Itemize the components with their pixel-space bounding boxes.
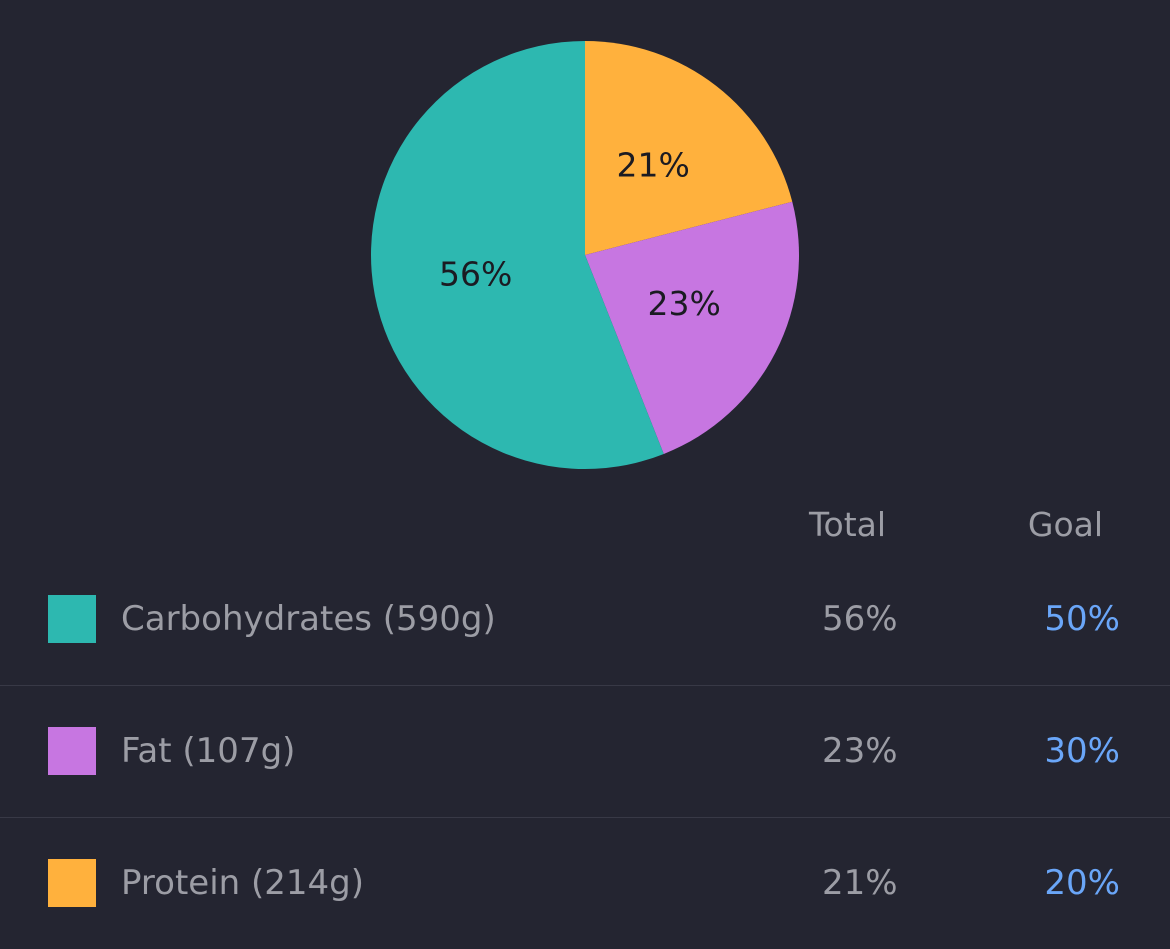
carbohydrates-color-swatch: [48, 595, 96, 643]
goal-column-header: Goal: [1027, 505, 1104, 544]
total-column-header: Total: [808, 505, 887, 544]
macro-goal-percent[interactable]: 30%: [1044, 731, 1120, 771]
macro-total-percent: 23%: [822, 731, 898, 771]
macro-total-percent: 56%: [822, 599, 898, 639]
pie-slice-fat[interactable]: [585, 201, 799, 454]
macro-name: Fat (107g): [121, 731, 296, 771]
macro-pie-chart: 21% 23% 56%: [371, 41, 799, 469]
macro-total-percent: 21%: [822, 863, 898, 903]
macro-row-protein[interactable]: Protein (214g) 21% 20%: [0, 817, 1170, 949]
macro-name: Protein (214g): [121, 863, 364, 903]
pie-slice-carbohydrates[interactable]: [371, 41, 664, 469]
macro-row-carbohydrates[interactable]: Carbohydrates (590g) 56% 50%: [0, 553, 1170, 686]
pie-slice-label: 21%: [617, 146, 690, 185]
macro-name: Carbohydrates (590g): [121, 599, 496, 639]
macro-goal-percent[interactable]: 20%: [1044, 863, 1120, 903]
pie-slice-label: 56%: [439, 254, 512, 293]
pie-slice-protein[interactable]: [585, 41, 793, 255]
macro-row-fat[interactable]: Fat (107g) 23% 30%: [0, 685, 1170, 818]
macro-goal-percent[interactable]: 50%: [1044, 599, 1120, 639]
pie-slice-label: 23%: [647, 284, 720, 323]
fat-color-swatch: [48, 727, 96, 775]
protein-color-swatch: [48, 859, 96, 907]
